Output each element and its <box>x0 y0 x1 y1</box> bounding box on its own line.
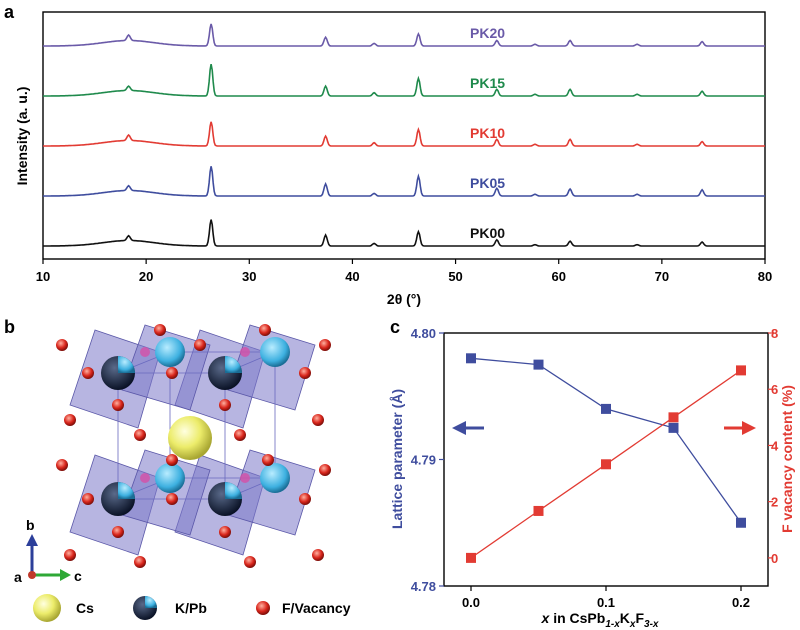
xrd-series-label: PK05 <box>470 175 505 191</box>
crystal-axes: b a c <box>14 517 82 585</box>
axis-b-label: b <box>26 517 35 533</box>
crystal-legend: Cs K/Pb F/Vacancy <box>33 594 351 622</box>
xrd-x-tick-label: 70 <box>655 269 669 284</box>
kpb-atom <box>155 337 185 367</box>
lattice-data-point <box>466 552 476 563</box>
xrd-series-line <box>43 166 765 197</box>
f-atoms <box>56 324 331 568</box>
lattice-right-tick-label: 4 <box>771 438 779 453</box>
xrd-frame <box>42 11 766 260</box>
lattice-data-point <box>533 359 544 370</box>
lattice-x-tick-label: 0.2 <box>732 595 750 610</box>
right-axis-arrow <box>724 421 756 435</box>
xrd-curves <box>43 23 765 247</box>
axis-c-label: c <box>74 568 82 584</box>
lattice-x-tick-label: 0.1 <box>597 595 615 610</box>
lattice-chart: 0.0 0.1 0.2 4.78 4.79 4.80 0 2 4 6 8 Lattice param… <box>389 326 795 630</box>
xrd-series-line <box>43 219 765 247</box>
lattice-ticks: 0.0 0.1 0.2 4.78 4.79 4.80 0 2 4 6 8 <box>411 326 779 610</box>
xrd-x-ticks: 10 20 30 40 50 60 70 80 <box>36 259 772 284</box>
panel-label-a: a <box>4 2 15 22</box>
axis-a-label: a <box>14 569 22 585</box>
xrd-series-label: PK20 <box>470 25 505 41</box>
lattice-right-tick-label: 0 <box>771 551 778 566</box>
panel-label-c: c <box>390 317 400 337</box>
xrd-x-tick-label: 10 <box>36 269 50 284</box>
cs-atom <box>168 416 212 460</box>
legend-f-label: F/Vacancy <box>282 600 351 616</box>
xrd-x-axis-label: 2θ (°) <box>387 291 421 307</box>
lattice-data-point <box>668 422 679 433</box>
lattice-right-tick-label: 2 <box>771 495 778 510</box>
lattice-left-tick-label: 4.78 <box>411 579 436 594</box>
lattice-data-point <box>533 505 544 516</box>
xrd-series-labels: PK20 PK15 PK10 PK05 PK00 <box>470 25 505 241</box>
legend-f-symbol <box>256 601 270 615</box>
xrd-series-line <box>43 23 765 47</box>
lattice-right-tick-label: 6 <box>771 382 778 397</box>
legend-kpb-label: K/Pb <box>175 600 207 616</box>
lattice-data-point <box>601 459 611 470</box>
lattice-right-axis-label: F vacancy content (%) <box>779 385 795 533</box>
kpb-atom <box>155 463 185 493</box>
legend-cs-label: Cs <box>76 600 94 616</box>
lattice-series-line <box>470 357 742 524</box>
xrd-x-tick-label: 80 <box>758 269 772 284</box>
xrd-x-tick-label: 30 <box>242 269 256 284</box>
xrd-x-tick-label: 40 <box>345 269 359 284</box>
legend-cs-symbol <box>33 594 61 622</box>
lattice-x-axis-label: x in CsPb1-xKxF3-x <box>541 610 659 630</box>
xrd-x-tick-label: 60 <box>551 269 565 284</box>
lattice-left-tick-label: 4.79 <box>411 453 436 468</box>
kpb-atom <box>260 463 290 493</box>
xrd-x-tick-label: 20 <box>139 269 153 284</box>
xrd-series-line <box>43 121 765 147</box>
lattice-right-tick-label: 8 <box>771 326 778 341</box>
lattice-series <box>466 353 746 563</box>
xrd-series-line <box>43 63 765 97</box>
lattice-left-tick-label: 4.80 <box>411 326 436 341</box>
lattice-data-point <box>736 365 746 376</box>
xrd-y-axis-label: Intensity (a. u.) <box>14 87 30 186</box>
xrd-x-tick-label: 50 <box>448 269 462 284</box>
left-axis-arrow <box>452 421 484 435</box>
lattice-data-point <box>466 353 476 364</box>
xrd-series-label: PK00 <box>470 225 505 241</box>
lattice-data-point <box>601 403 611 414</box>
xrd-series-label: PK15 <box>470 75 505 91</box>
xrd-series-label: PK10 <box>470 125 505 141</box>
crystal-structure: b a c Cs K/Pb F/Vacancy <box>14 324 351 622</box>
lattice-data-point <box>668 412 679 423</box>
lattice-x-tick-label: 0.0 <box>462 595 480 610</box>
lattice-data-point <box>736 517 746 528</box>
panel-label-b: b <box>4 317 15 337</box>
kpb-atom <box>260 337 290 367</box>
xrd-chart: PK20 PK15 PK10 PK05 PK00 10 20 30 40 50 60 70 80 2θ… <box>14 11 772 307</box>
lattice-left-axis-label: Lattice parameter (Å) <box>389 389 405 529</box>
